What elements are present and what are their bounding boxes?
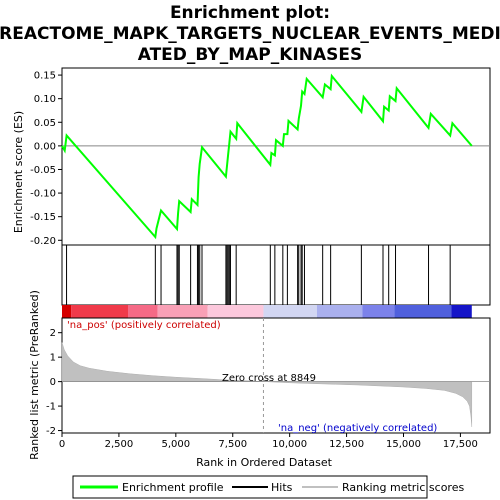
- legend-label-enrichment: Enrichment profile: [122, 481, 224, 494]
- rank-bar-segment-9: [451, 305, 472, 318]
- es-ytick-label-3: 0.00: [34, 141, 56, 152]
- legend-label-hits: Hits: [271, 481, 293, 494]
- xtick-label-3: 7,500: [218, 439, 247, 450]
- es-ytick-label-5: -0.10: [30, 189, 56, 200]
- es-ytick-label-2: 0.05: [34, 118, 56, 129]
- positive-label: 'na_pos' (positively correlated): [67, 320, 221, 331]
- xtick-label-6: 15,000: [386, 439, 421, 450]
- title-line-3: ATED_BY_MAP_KINASES: [138, 45, 363, 65]
- enrichment-profile-line: [61, 73, 473, 240]
- es-ytick-label-0: 0.15: [34, 71, 56, 82]
- title-line-1: Enrichment plot:: [170, 3, 330, 23]
- negative-label: 'na_neg' (negatively correlated): [278, 423, 437, 434]
- metric-ytick-label-2: 0: [50, 377, 56, 388]
- zero-cross-label: Zero cross at 8849: [222, 373, 316, 384]
- xtick-label-2: 5,000: [162, 439, 191, 450]
- rank-color-bar: [62, 305, 472, 318]
- x-axis-label: Rank in Ordered Dataset: [196, 456, 333, 469]
- metric-axis-label: Ranked list metric (PreRanked): [28, 290, 41, 460]
- es-panel: 0.15 0.10 0.05 0.00 -0.05 -0.10 -0.15 -0.20: [30, 67, 491, 247]
- legend: Enrichment profile Hits Ranking metric s…: [72, 475, 464, 499]
- legend-label-ranking: Ranking metric scores: [342, 481, 464, 494]
- es-ytick-label-4: -0.05: [30, 165, 56, 176]
- xtick-label-4: 10,000: [272, 439, 307, 450]
- rank-bar-segment-7: [362, 305, 395, 318]
- es-ytick-label-7: -0.20: [30, 236, 56, 247]
- es-plot-frame: [61, 67, 491, 246]
- es-ytick-label-6: -0.15: [30, 212, 56, 223]
- title-line-2: REACTOME_MAPK_TARGETS_NUCLEAR_EVENTS_MED…: [0, 24, 500, 44]
- es-ytick-label-1: 0.10: [34, 94, 56, 105]
- hits-frame: [61, 244, 491, 306]
- metric-ytick-label-0: 2: [50, 328, 56, 339]
- rank-bar-segment-4: [207, 305, 264, 318]
- xtick-label-0: 0: [59, 439, 65, 450]
- xtick-label-7: 17,500: [443, 439, 478, 450]
- xtick-label-1: 2,500: [105, 439, 134, 450]
- rank-bar-segment-0: [62, 305, 72, 318]
- metric-ytick-label-4: -2: [46, 426, 56, 437]
- metric-panel: 210-1-20 2,500 5,000 7,500 10,000 12,500 15,00…: [46, 317, 491, 450]
- ranking-metric-area: [61, 342, 473, 427]
- rank-bar-segment-2: [128, 305, 158, 318]
- rank-bar-segment-8: [394, 305, 452, 318]
- es-axis-label: Enrichment score (ES): [12, 111, 25, 233]
- rank-bar-segment-1: [71, 305, 129, 318]
- metric-ytick-label-1: 1: [50, 353, 56, 364]
- metric-ytick-label-3: -1: [46, 402, 56, 413]
- rank-bar-segment-6: [316, 305, 363, 318]
- xtick-label-5: 12,500: [329, 439, 364, 450]
- rank-bar-segment-3: [157, 305, 208, 318]
- rank-bar-segment-5: [263, 305, 317, 318]
- hits-panel: [61, 244, 491, 306]
